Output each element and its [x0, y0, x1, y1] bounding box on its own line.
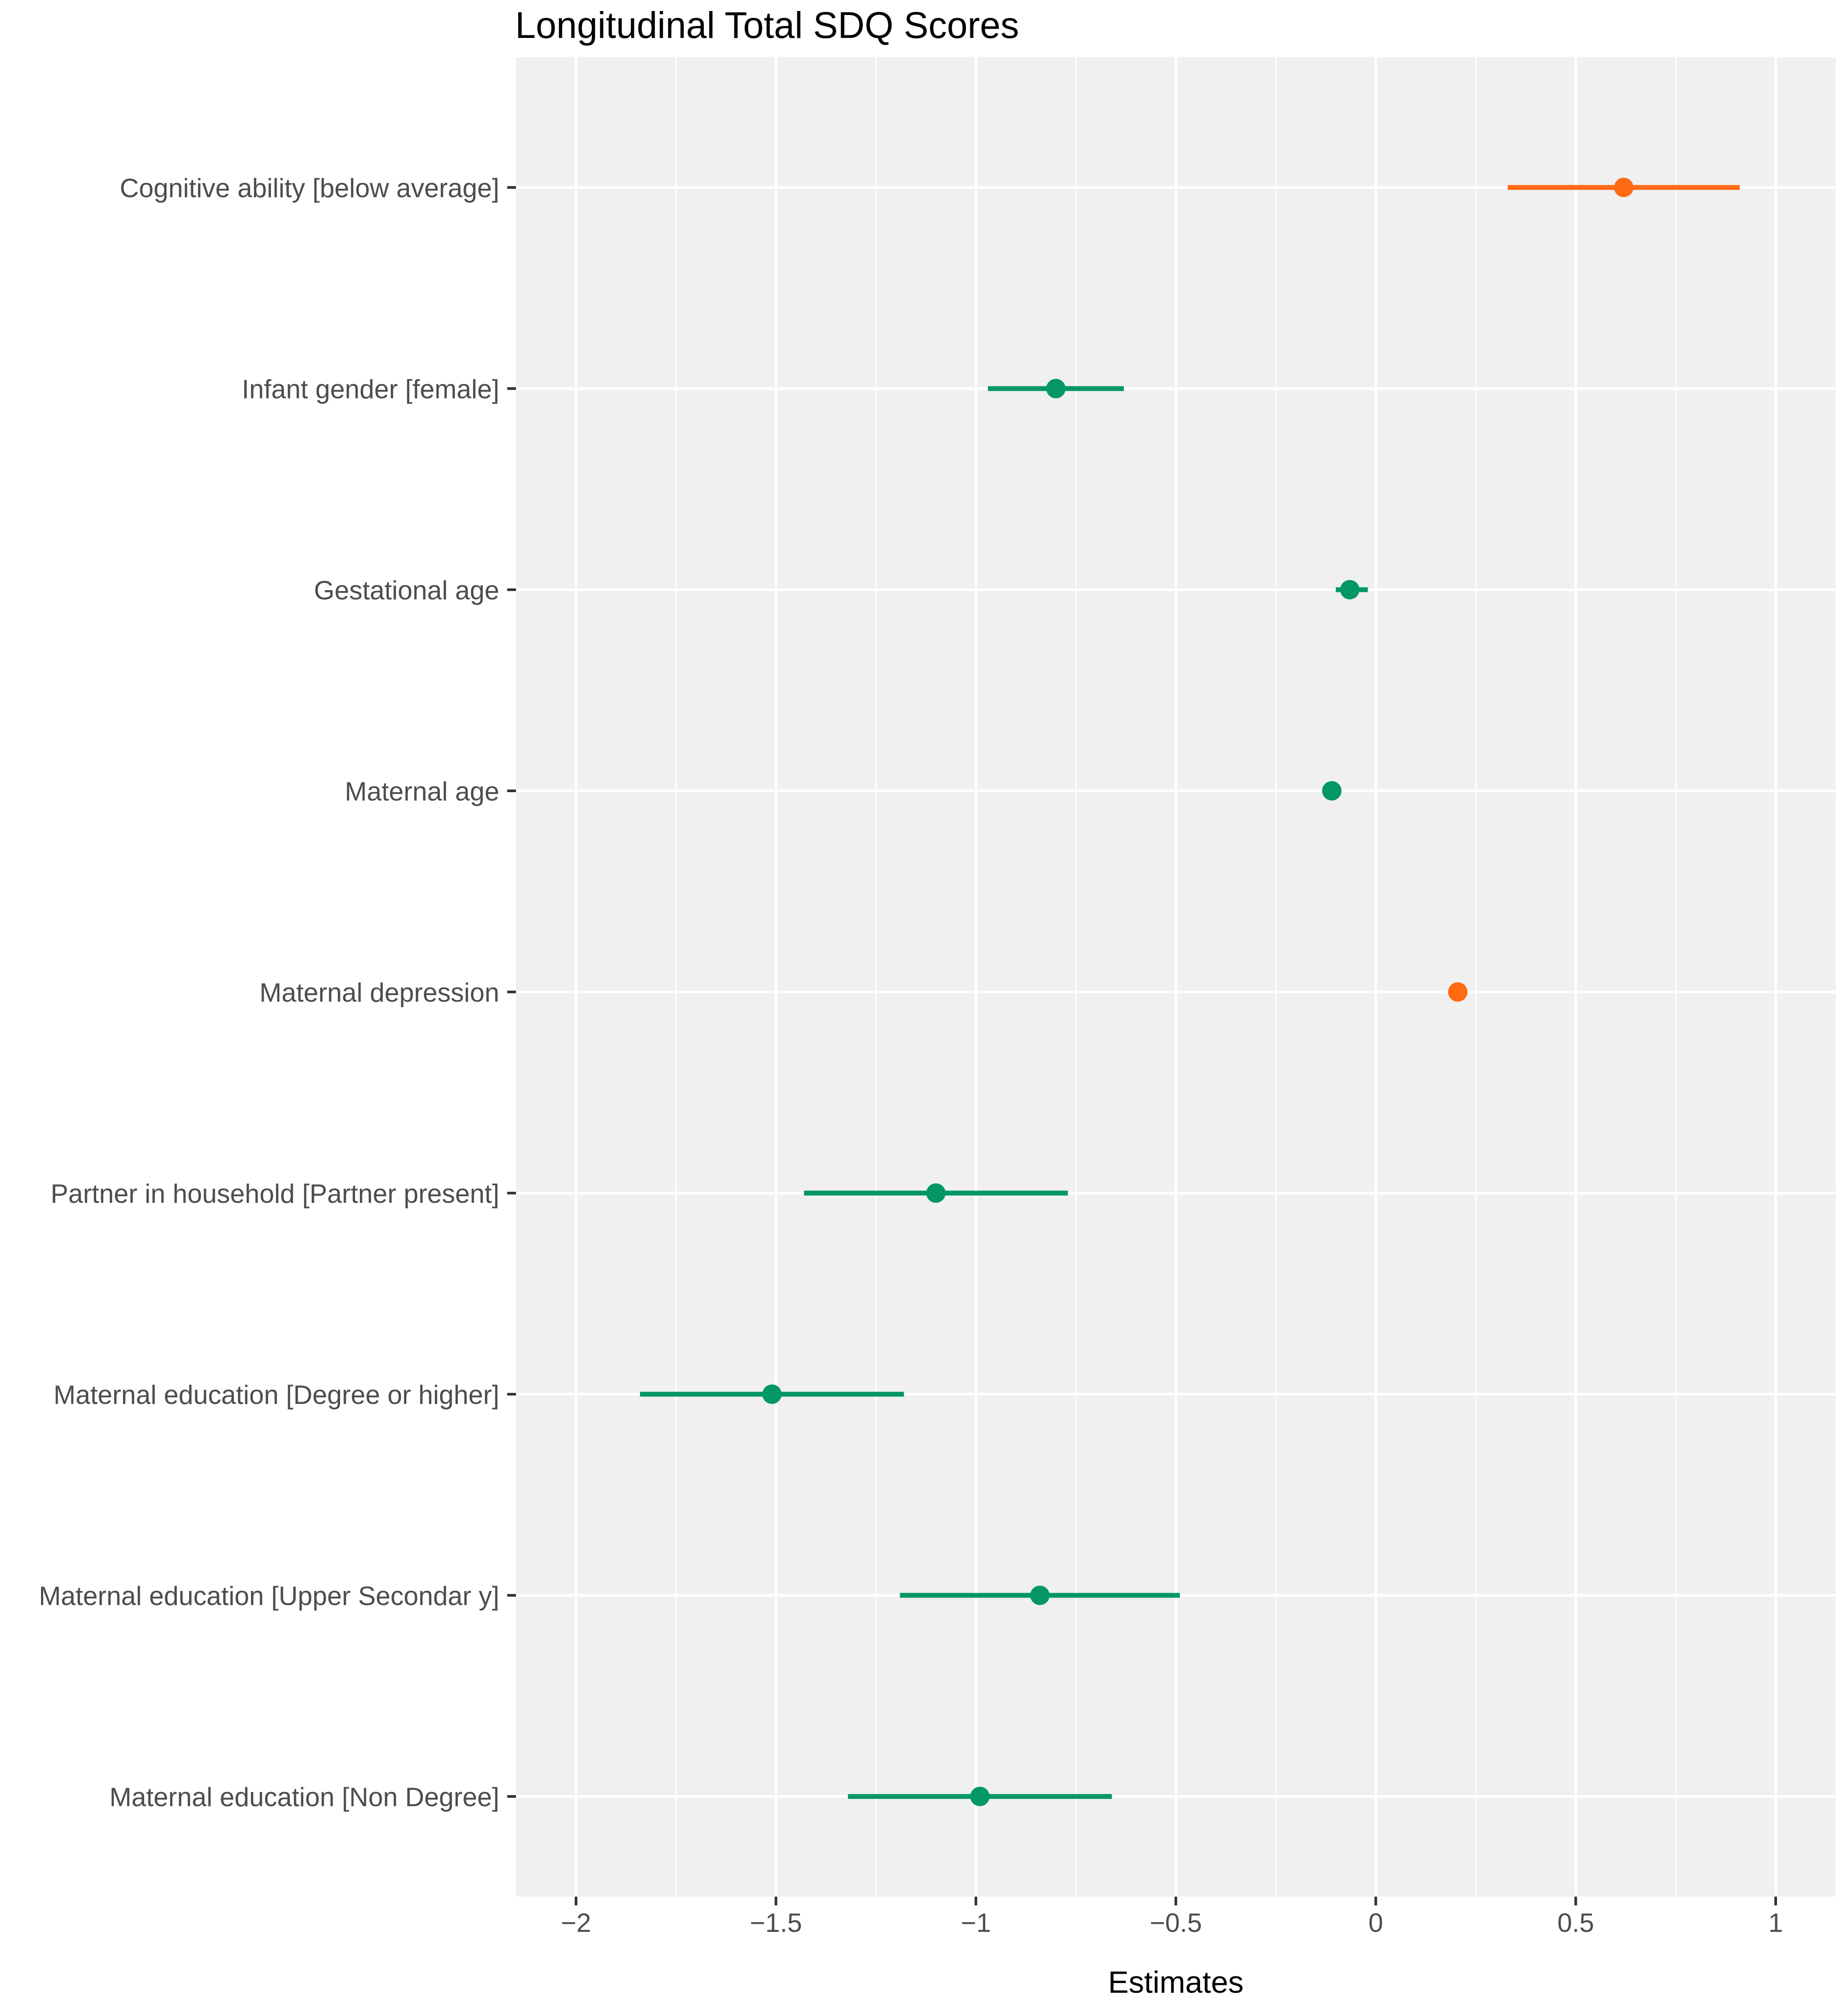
x-axis: −2 −1.5 −1 −0.5 0 0.5 1	[561, 1897, 1783, 1938]
x-tick-label: −2	[561, 1908, 591, 1938]
x-tick-label: −1	[961, 1908, 991, 1938]
y-tick-label: Maternal depression	[259, 978, 499, 1007]
y-tick-label: Cognitive ability [below average]	[120, 173, 499, 203]
y-tick-label: Gestational age	[314, 576, 499, 605]
y-tick-label: Maternal education [Degree or higher]	[53, 1380, 499, 1410]
x-tick-label: −1.5	[750, 1908, 802, 1938]
estimate-point	[1046, 379, 1066, 398]
estimate-point	[1030, 1586, 1050, 1605]
y-tick-label: Partner in household [Partner present]	[51, 1179, 499, 1209]
y-axis: Cognitive ability [below average] Infant …	[39, 173, 516, 1812]
x-tick-label: 1	[1768, 1908, 1783, 1938]
y-tick-label: Maternal education [Upper Secondar y]	[39, 1581, 499, 1611]
major-gridlines	[575, 57, 1777, 1897]
x-tick-label: −0.5	[1150, 1908, 1202, 1938]
estimate-point	[970, 1787, 990, 1806]
minor-gridlines	[675, 57, 1676, 1897]
y-tick-label: Maternal age	[345, 777, 499, 806]
estimate-points	[762, 178, 1634, 1806]
x-tick-label: 0.5	[1557, 1908, 1594, 1938]
estimate-point	[1340, 580, 1360, 599]
chart-title: Longitudinal Total SDQ Scores	[515, 4, 1019, 46]
estimate-point	[1448, 982, 1468, 1002]
estimate-point	[926, 1183, 946, 1203]
estimate-point	[762, 1385, 782, 1404]
x-axis-title: Estimates	[1108, 1965, 1243, 1999]
estimate-point	[1322, 781, 1342, 801]
y-tick-label: Maternal education [Non Degree]	[109, 1782, 499, 1812]
x-tick-label: 0	[1369, 1908, 1383, 1938]
y-tick-label: Infant gender [female]	[242, 374, 499, 404]
estimate-point	[1614, 178, 1634, 197]
